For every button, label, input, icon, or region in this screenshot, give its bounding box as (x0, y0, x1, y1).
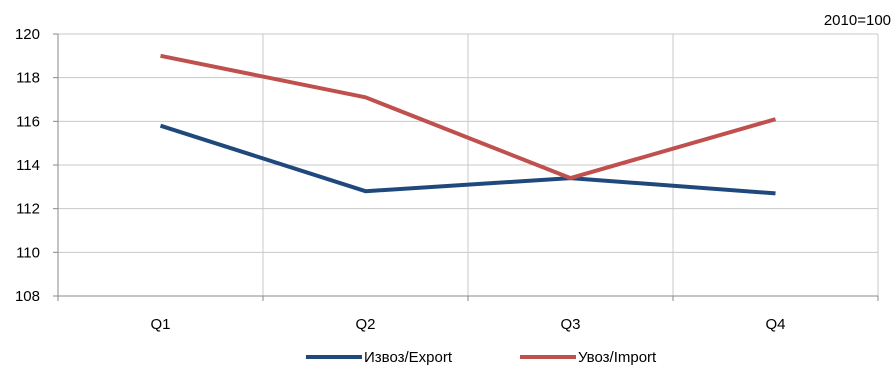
x-tick-label: Q1 (150, 316, 170, 333)
x-tick-labels: Q1 Q2 Q3 Q4 (150, 316, 785, 333)
y-tick-labels: 108 110 112 114 116 118 120 (15, 26, 40, 305)
axes (53, 33, 879, 301)
y-tick-label: 112 (16, 201, 40, 218)
y-tick-label: 120 (15, 26, 40, 43)
legend: Извоз/Export Увоз/Import (306, 349, 657, 366)
y-tick-label: 114 (16, 157, 40, 174)
series-lines (159, 53, 777, 196)
x-tick-label: Q2 (355, 316, 375, 333)
grid-lines (58, 33, 879, 296)
y-tick-label: 118 (16, 70, 40, 87)
y-tick-label: 116 (16, 113, 40, 130)
series-line-import (160, 53, 777, 181)
y-tick-label: 108 (15, 288, 40, 305)
y-tick-label: 110 (16, 244, 40, 261)
series-line-export (159, 123, 776, 196)
index-note: 2010=100 (824, 12, 891, 29)
x-tick-label: Q3 (560, 316, 580, 333)
legend-label: Увоз/Import (578, 349, 657, 366)
legend-label: Извоз/Export (364, 349, 453, 366)
x-tick-label: Q4 (765, 316, 785, 333)
